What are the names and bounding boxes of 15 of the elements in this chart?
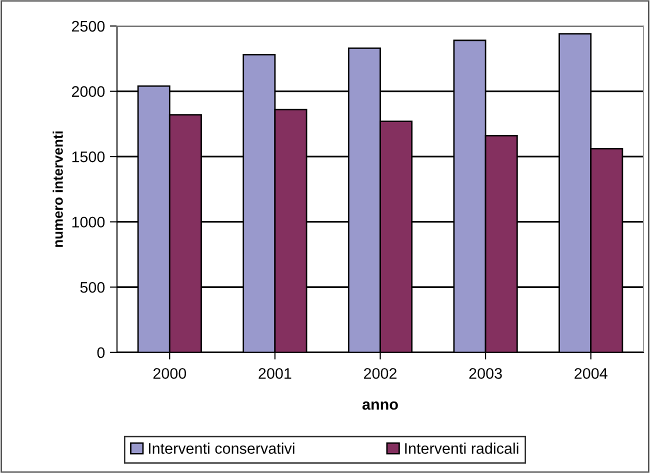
legend-label: Interventi conservativi [148,442,294,454]
x-tick-label: 2000 [153,368,186,379]
x-axis-title: anno [362,401,398,410]
y-tick-label: 2500 [72,20,105,32]
x-tick-label: 2002 [364,368,396,379]
x-tick-label: 2001 [258,368,292,379]
x-tick-label: 2003 [469,368,502,379]
y-tick-label: 0 [97,347,105,358]
legend-label: Interventi radicali [405,442,518,454]
x-tick-label: 2004 [574,368,608,379]
y-tick-label: 1500 [72,151,105,162]
y-tick-label: 1000 [72,216,105,228]
y-tick-label: 500 [80,282,105,293]
y-tick-label: 2000 [72,86,105,97]
y-axis-title: numero interventi [52,132,63,247]
